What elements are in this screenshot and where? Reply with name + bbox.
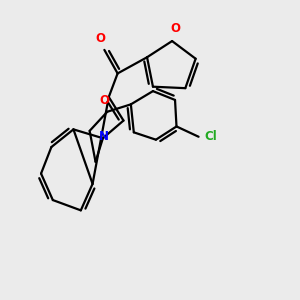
Text: Cl: Cl [205, 130, 217, 143]
Text: O: O [99, 94, 110, 107]
Text: O: O [170, 22, 180, 35]
Text: O: O [95, 32, 105, 46]
Text: N: N [99, 130, 110, 143]
